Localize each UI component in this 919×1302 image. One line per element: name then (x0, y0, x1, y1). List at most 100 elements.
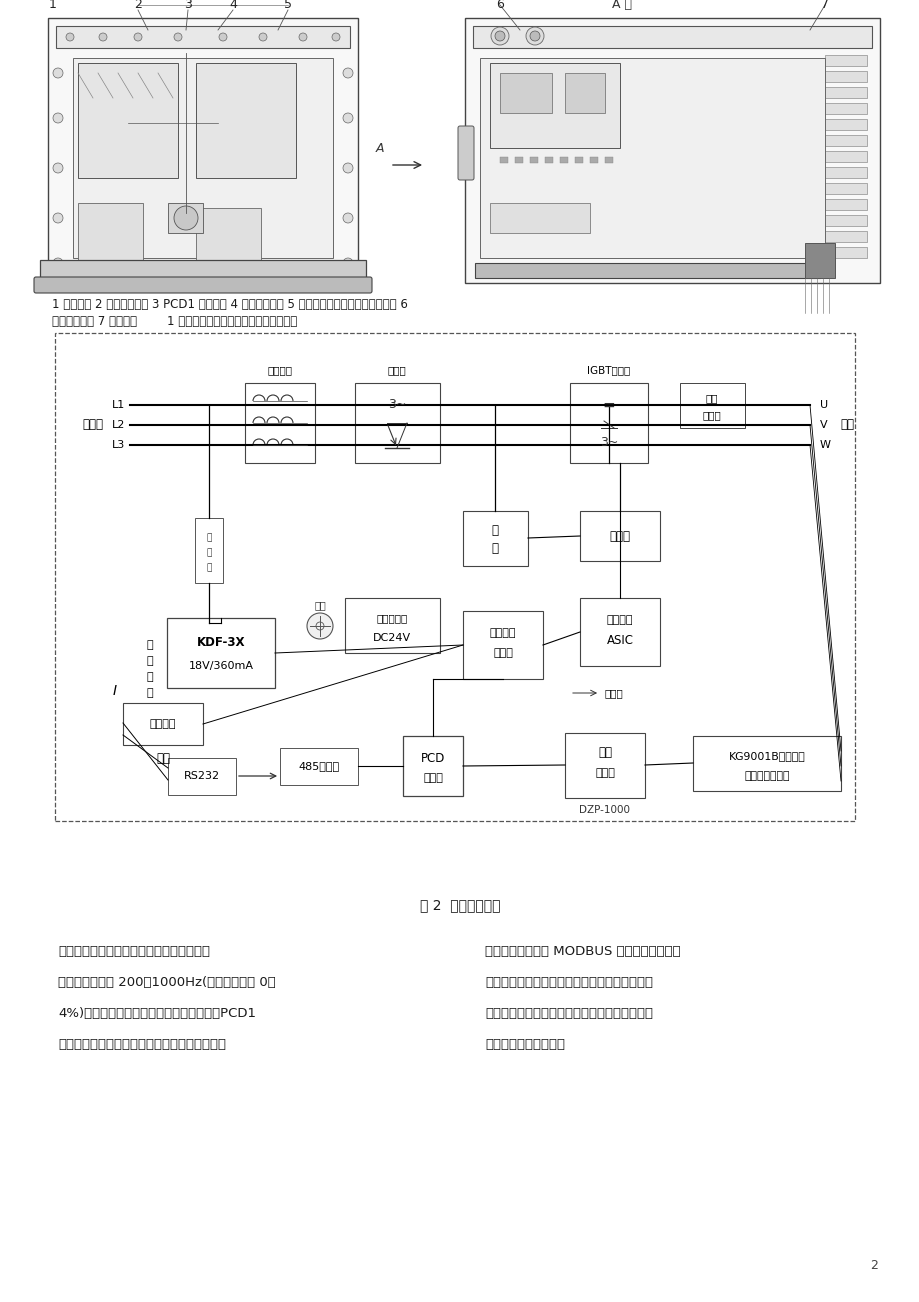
Bar (474, 263, 819, 279)
Circle shape (299, 33, 307, 40)
Text: IGBT逆变器: IGBT逆变器 (586, 365, 630, 375)
Bar (824, 103, 866, 115)
Bar (279, 749, 357, 785)
Bar (490, 62, 619, 148)
Text: 器: 器 (206, 564, 211, 573)
Text: KG9001B智能高低: KG9001B智能高低 (728, 751, 804, 760)
Text: A: A (375, 142, 384, 155)
Bar (529, 158, 538, 163)
Text: RS232: RS232 (184, 771, 220, 781)
Bar (824, 151, 866, 161)
Bar (499, 158, 507, 163)
Text: V: V (819, 421, 827, 430)
Text: 电机和应: 电机和应 (489, 628, 516, 638)
Text: 量: 量 (491, 543, 498, 556)
Bar (564, 73, 605, 113)
Circle shape (343, 68, 353, 78)
Bar (55, 333, 854, 822)
Text: 电极控制: 电极控制 (607, 615, 632, 625)
Circle shape (174, 206, 198, 230)
Text: 风机输出风量的目的。: 风机输出风量的目的。 (484, 1038, 564, 1051)
Bar (824, 184, 866, 194)
Bar (824, 215, 866, 227)
Text: 处理后的信号通过 MODBUS 通讯方式与变频调: 处理后的信号通过 MODBUS 通讯方式与变频调 (484, 945, 680, 958)
Text: 浓度沼气传感器: 浓度沼气传感器 (743, 771, 789, 781)
Bar (462, 611, 542, 680)
Text: PCD: PCD (420, 751, 445, 764)
Text: 瓦斯浓度传感器适时检测工作地点的瓦斯浓: 瓦斯浓度传感器适时检测工作地点的瓦斯浓 (58, 945, 210, 958)
Text: 选件卡: 选件卡 (605, 687, 623, 698)
Circle shape (491, 27, 508, 46)
Bar (824, 135, 866, 146)
Bar (78, 203, 142, 263)
Text: L2: L2 (111, 421, 125, 430)
Bar (490, 203, 589, 233)
Text: 度，以频率信号 200～1000Hz(对应瓦斯浓度 0～: 度，以频率信号 200～1000Hz(对应瓦斯浓度 0～ (58, 976, 276, 990)
Text: 整流桥: 整流桥 (387, 365, 406, 375)
Text: L1: L1 (111, 400, 125, 410)
Circle shape (53, 68, 62, 78)
Bar (462, 510, 528, 566)
Circle shape (526, 27, 543, 46)
Circle shape (343, 214, 353, 223)
Circle shape (53, 163, 62, 173)
Bar (804, 243, 834, 279)
Text: 控制器: 控制器 (423, 773, 442, 783)
Text: 本: 本 (146, 641, 153, 650)
Text: 主电源: 主电源 (83, 418, 103, 431)
Bar (355, 383, 439, 464)
Text: 电机: 电机 (839, 418, 853, 431)
FancyBboxPatch shape (34, 277, 371, 293)
Text: 485转换器: 485转换器 (298, 760, 339, 771)
Bar (472, 26, 871, 48)
Circle shape (343, 258, 353, 268)
Bar (244, 383, 314, 464)
Text: 电流: 电流 (705, 393, 718, 404)
Bar (48, 18, 357, 283)
Text: 18V/360mA: 18V/360mA (188, 661, 254, 671)
Bar (605, 158, 612, 163)
Bar (40, 260, 366, 279)
Text: 6: 6 (495, 0, 504, 12)
Bar (574, 158, 583, 163)
Bar (824, 199, 866, 210)
Text: 变: 变 (206, 534, 211, 543)
Bar (168, 758, 236, 796)
Text: 速器的控制系统连接，控制变频器按以固化的程: 速器的控制系统连接，控制变频器按以固化的程 (484, 976, 652, 990)
Text: 频率: 频率 (597, 746, 611, 759)
Text: 安: 安 (146, 656, 153, 667)
Text: 用控制: 用控制 (493, 648, 513, 658)
Bar (480, 59, 824, 258)
Text: ASIC: ASIC (606, 634, 633, 647)
Bar (78, 62, 177, 178)
Bar (464, 18, 879, 283)
Bar (196, 62, 296, 178)
Bar (195, 518, 222, 583)
Circle shape (343, 163, 353, 173)
Bar (824, 247, 866, 258)
Text: 5: 5 (284, 0, 291, 12)
Text: 门驱动: 门驱动 (608, 530, 630, 543)
Text: 人机操作界面 7 散热器图        1 矿用通风机自动变频调速装置结构简图: 人机操作界面 7 散热器图 1 矿用通风机自动变频调速装置结构简图 (52, 315, 297, 328)
Text: =: = (602, 397, 615, 413)
Circle shape (134, 33, 142, 40)
Bar (679, 383, 744, 428)
Circle shape (53, 113, 62, 122)
Bar (196, 208, 261, 263)
Circle shape (259, 33, 267, 40)
Text: 4%)传递到频率转换器，转换成模拟信号，PCD1: 4%)传递到频率转换器，转换成模拟信号，PCD1 (58, 1006, 255, 1019)
Bar (167, 618, 275, 687)
Bar (692, 736, 840, 792)
Bar (168, 203, 203, 233)
Text: 压: 压 (206, 548, 211, 557)
Circle shape (174, 33, 182, 40)
Circle shape (332, 33, 340, 40)
Text: 序改变输出频率，调节通风机转速，达到控制通: 序改变输出频率，调节通风机转速，达到控制通 (484, 1006, 652, 1019)
Text: W: W (819, 440, 830, 450)
Circle shape (66, 33, 74, 40)
Bar (824, 118, 866, 130)
Text: 4: 4 (229, 0, 237, 12)
Bar (570, 383, 647, 464)
Text: 转换器: 转换器 (595, 768, 614, 779)
Text: 3~: 3~ (388, 398, 406, 411)
